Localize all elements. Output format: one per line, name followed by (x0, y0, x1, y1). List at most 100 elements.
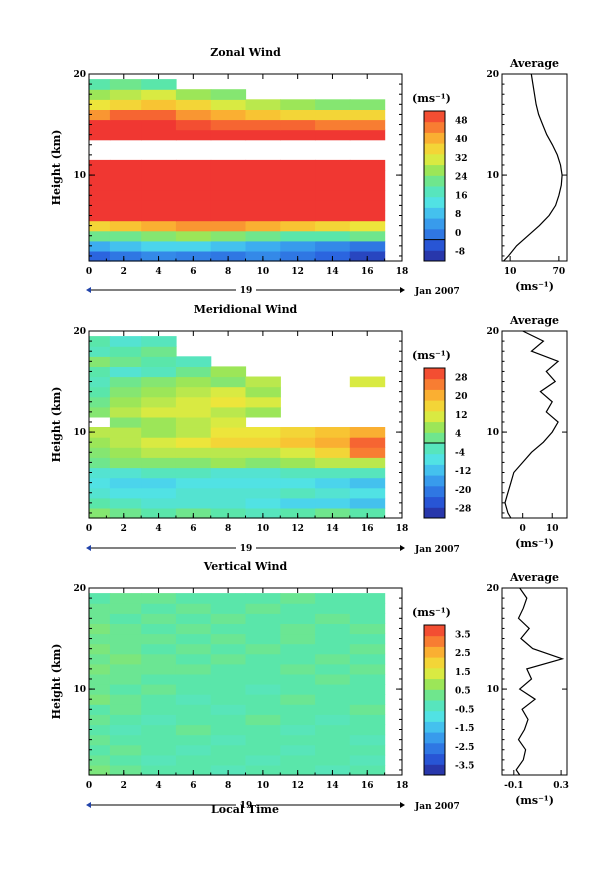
heatmap-cell (89, 613, 111, 624)
colorbar-segment (424, 721, 445, 733)
heatmap-cell (89, 724, 111, 736)
average-unit: (ms⁻¹) (515, 794, 554, 807)
average-x-tick-label: 70 (553, 267, 566, 277)
heatmap-cell (109, 754, 142, 766)
panel-title: Vertical Wind (203, 560, 288, 573)
heatmap-cell (210, 744, 247, 756)
colorbar-tick-label: 12 (455, 411, 468, 421)
heatmap-cell (89, 623, 111, 635)
heatmap-cell (280, 457, 316, 469)
heatmap-cell (280, 613, 316, 624)
heatmap-cell (245, 99, 281, 110)
heatmap-cell (315, 754, 351, 766)
heatmap-cell (109, 633, 142, 645)
heatmap-cell (89, 336, 111, 347)
heatmap-cell (280, 754, 316, 766)
heatmap-cell (315, 613, 351, 624)
heatmap-cell (89, 593, 111, 604)
heatmap-cell (280, 180, 316, 191)
heatmap-cell (210, 643, 247, 655)
heatmap-cell (210, 603, 247, 614)
heatmap-cell (349, 684, 386, 695)
colorbar-segment (424, 218, 445, 230)
heatmap-cell (349, 714, 386, 726)
heatmap-cell (109, 663, 142, 675)
heatmap-cell (89, 210, 111, 222)
heatmap-cell (141, 673, 177, 685)
heatmap-cell (175, 129, 212, 141)
colorbar-segment (424, 432, 445, 444)
colorbar-segment (424, 657, 445, 669)
heatmap-cell (89, 230, 111, 242)
heatmap-cell (210, 200, 247, 212)
colorbar-segment (424, 678, 445, 690)
heatmap-cell (315, 109, 351, 121)
colorbar-segment (424, 239, 445, 251)
heatmap-cell (175, 386, 212, 398)
colorbar-segment (424, 153, 445, 166)
colorbar-tick-label: 1.5 (455, 668, 471, 678)
heatmap-cell (175, 673, 212, 685)
heatmap-cell (349, 427, 386, 438)
heatmap-cell (349, 159, 386, 171)
colorbar-segment (424, 485, 445, 498)
day-marker (86, 802, 91, 808)
heatmap-cell (89, 406, 111, 418)
colorbar-segment (424, 368, 445, 380)
heatmap-cell (210, 724, 247, 736)
heatmap-cell (315, 487, 351, 499)
heatmap-cell (109, 250, 142, 262)
heatmap-cell (210, 170, 247, 181)
heatmap-cell (210, 467, 247, 479)
heatmap-cell (210, 673, 247, 685)
heatmap-cell (245, 119, 281, 131)
heatmap-cell (280, 673, 316, 685)
colorbar-segment (424, 196, 445, 208)
day-marker (86, 545, 91, 551)
heatmap-cell (210, 663, 247, 675)
heatmap-cell (109, 764, 142, 776)
colorbar-segment (424, 186, 445, 198)
heatmap-cell (245, 457, 281, 469)
heatmap-cell (109, 336, 142, 347)
heatmap-cell (315, 673, 351, 685)
colorbar-tick-label: 40 (455, 135, 468, 145)
heatmap-cell (175, 653, 212, 665)
heatmap-cell (175, 477, 212, 489)
heatmap-cell (175, 356, 212, 367)
heatmap-cell (349, 190, 386, 201)
colorbar-unit: (ms⁻¹) (412, 606, 451, 619)
heatmap-cell (141, 623, 177, 635)
colorbar-unit: (ms⁻¹) (412, 349, 451, 362)
colorbar-segment (424, 111, 445, 123)
heatmap-cell (210, 376, 247, 388)
heatmap-cell (175, 220, 212, 232)
colorbar-tick-label: -2.5 (455, 743, 474, 753)
heatmap-cell (315, 99, 351, 110)
colorbar-tick-label: -4 (455, 448, 465, 458)
heatmap-cell (141, 704, 177, 715)
heatmap-cell (210, 159, 247, 171)
heatmap-cell (245, 190, 281, 201)
heatmap-cell (109, 99, 142, 110)
heatmap-cell (349, 724, 386, 736)
colorbar-tick-label: -0.5 (455, 705, 474, 715)
heatmap-cell (109, 180, 142, 191)
heatmap-cell (141, 230, 177, 242)
average-y-tick-label: 10 (486, 428, 499, 438)
x-tick-label: 10 (257, 524, 270, 534)
heatmap-cell (245, 734, 281, 746)
colorbar-segment (424, 443, 445, 455)
heatmap-cell (89, 633, 111, 645)
heatmap-cell (280, 704, 316, 715)
average-frame (501, 73, 568, 262)
heatmap-cell (89, 673, 111, 685)
x-tick-label: 0 (86, 781, 92, 791)
heatmap-cell (349, 673, 386, 685)
heatmap-cell (141, 603, 177, 614)
heatmap-cell (349, 633, 386, 645)
heatmap-cell (315, 477, 351, 489)
heatmap-cell (109, 477, 142, 489)
heatmap-cell (210, 190, 247, 201)
heatmap-cell (109, 487, 142, 499)
